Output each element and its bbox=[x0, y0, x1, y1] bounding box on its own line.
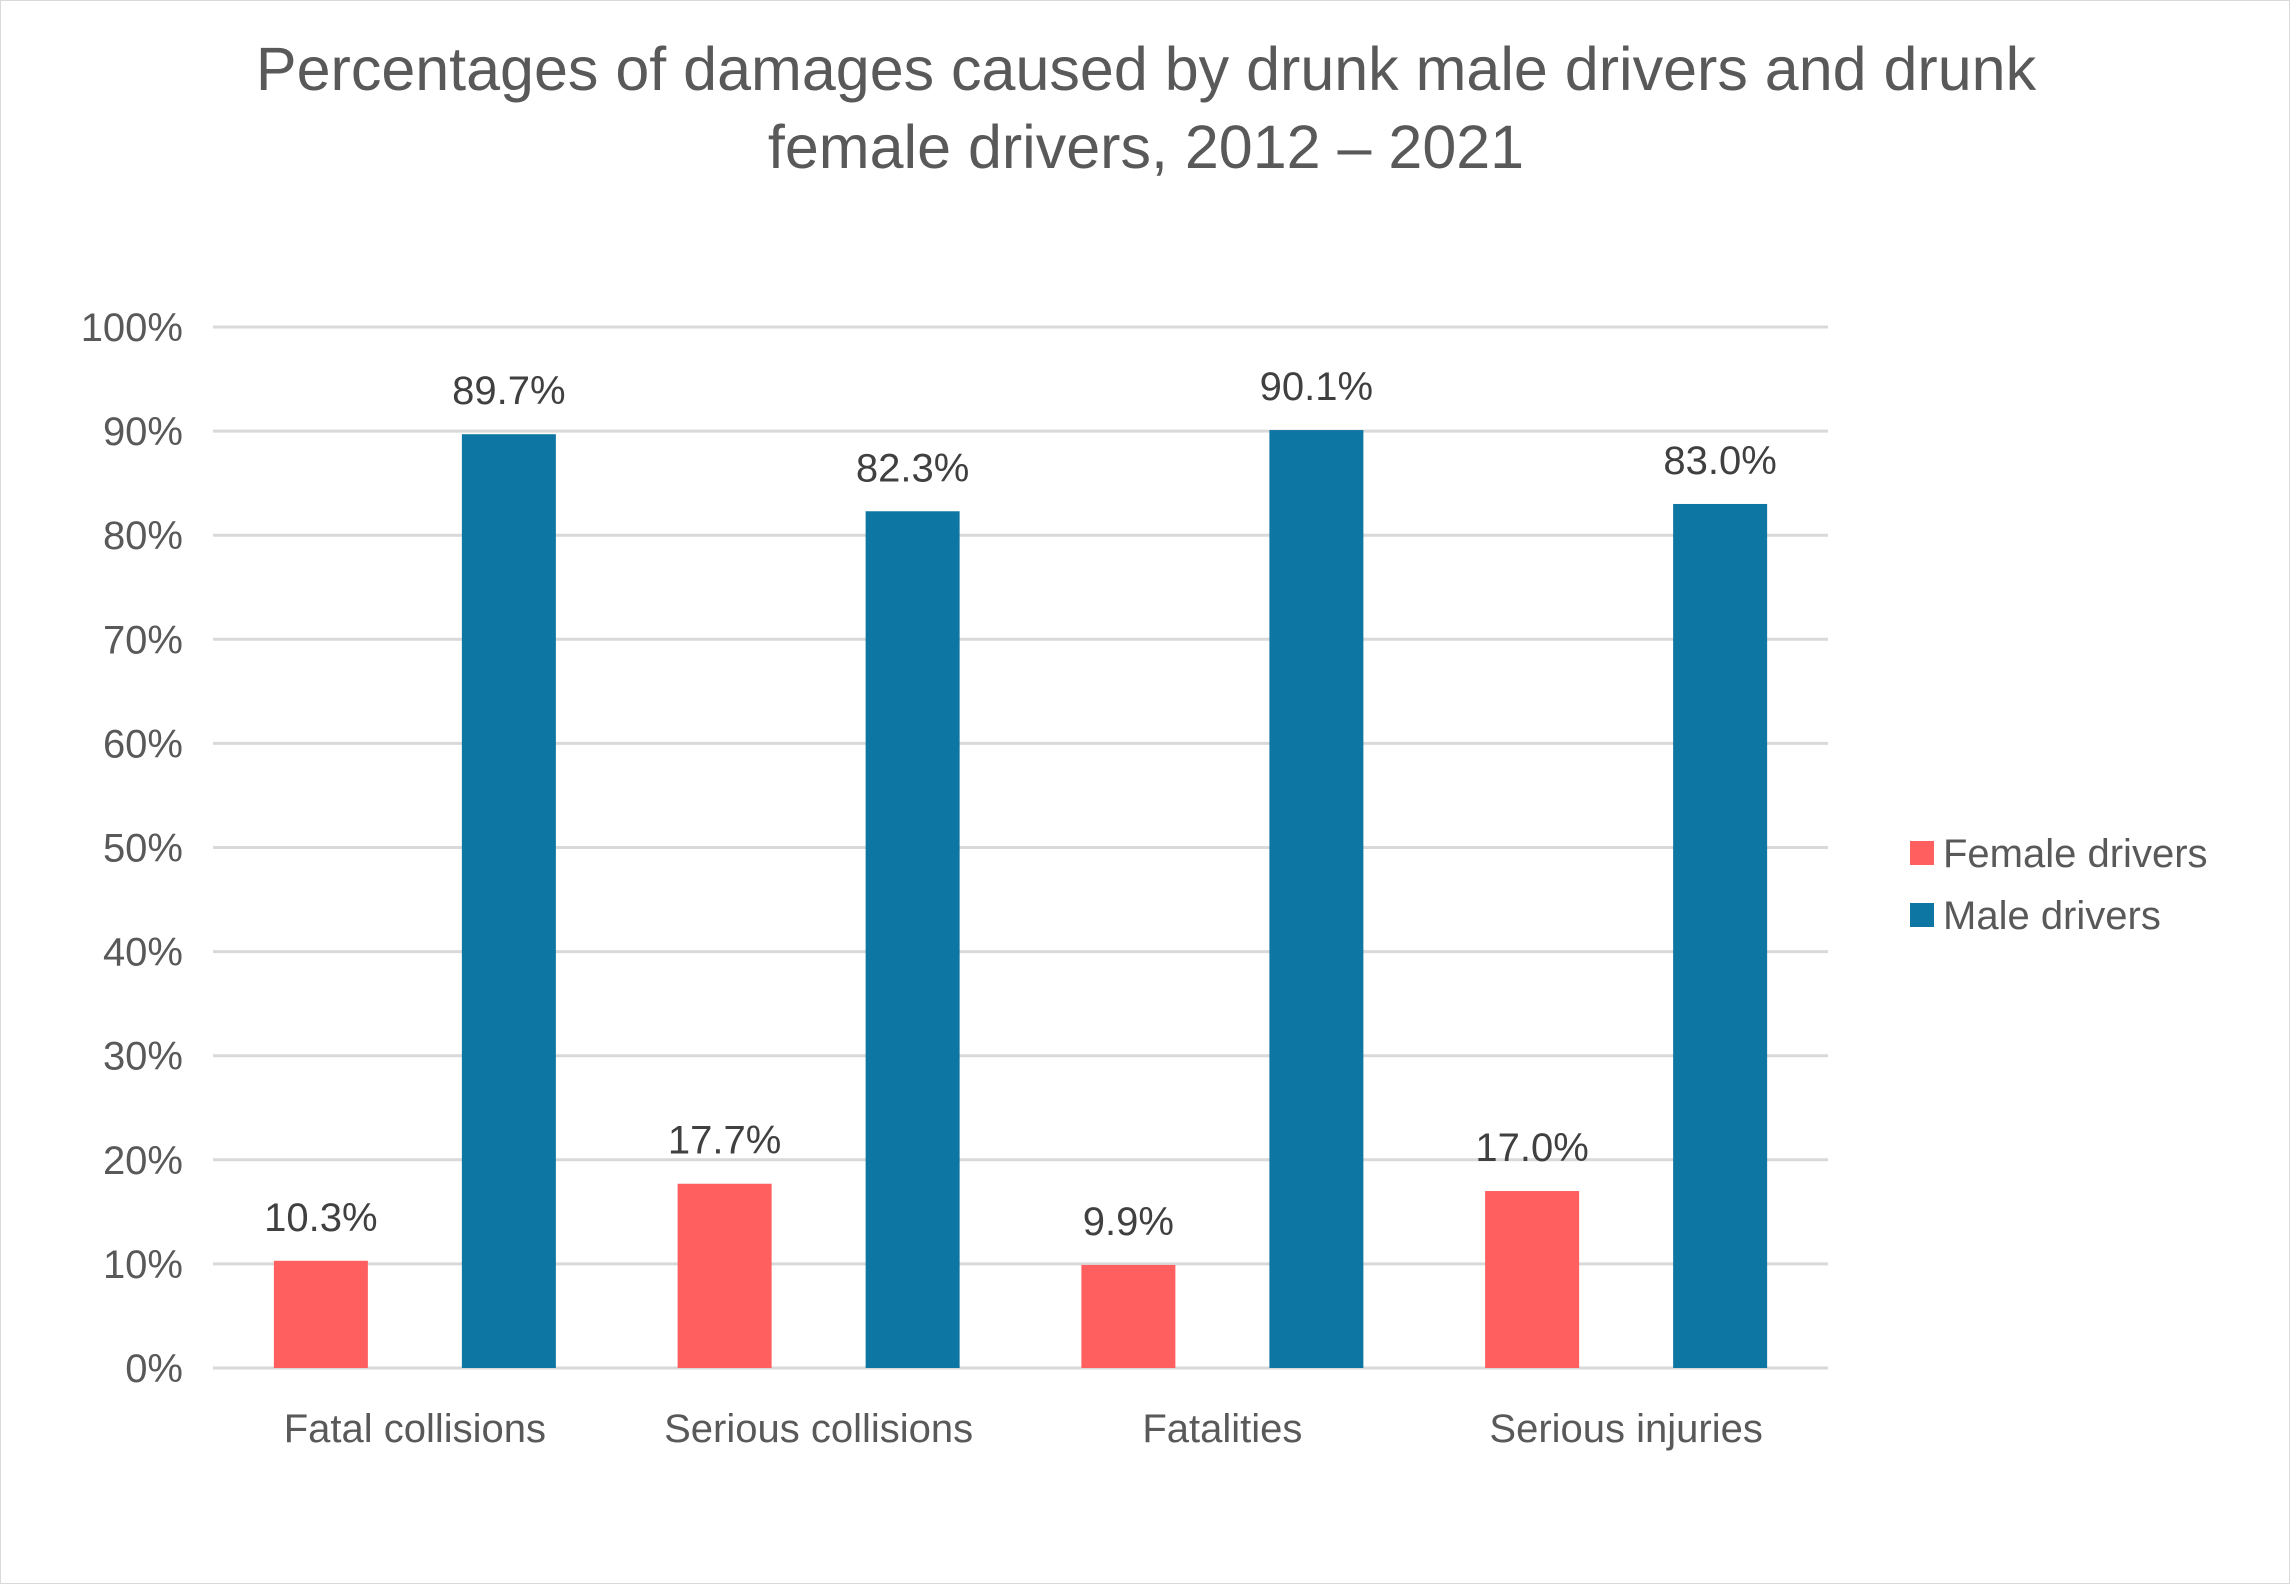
x-category-label: Serious collisions bbox=[664, 1407, 973, 1451]
y-tick-label: 10% bbox=[103, 1243, 183, 1287]
bar-female bbox=[677, 1183, 772, 1368]
gridlines bbox=[213, 325, 1828, 1370]
data-labels: 10.3% 89.7% 17.7% 82.3% 9.9% 90.1% 17.0% 83.0% bbox=[264, 365, 1777, 1244]
y-tick-label: 20% bbox=[103, 1139, 183, 1183]
legend: Female drivers Male drivers bbox=[1910, 832, 2208, 938]
bar-male bbox=[1269, 430, 1364, 1369]
legend-label: Female drivers bbox=[1943, 832, 2208, 876]
y-axis-ticks: 0% 10% 20% 30% 40% 50% 60% 70% 80% 90% 100% bbox=[81, 306, 183, 1391]
bar-female bbox=[273, 1260, 368, 1368]
data-label: 89.7% bbox=[452, 369, 565, 413]
y-tick-label: 0% bbox=[125, 1347, 183, 1391]
legend-swatch bbox=[1910, 903, 1934, 927]
data-label: 9.9% bbox=[1083, 1200, 1174, 1244]
data-label: 17.7% bbox=[668, 1119, 781, 1163]
x-axis-categories: Fatal collisions Serious collisions Fatali… bbox=[284, 1407, 1763, 1451]
y-tick-label: 50% bbox=[103, 827, 183, 871]
data-label: 10.3% bbox=[264, 1196, 377, 1240]
y-tick-label: 40% bbox=[103, 931, 183, 975]
bar-female bbox=[1485, 1191, 1580, 1368]
bar-male bbox=[865, 511, 960, 1369]
legend-swatch bbox=[1910, 841, 1934, 865]
bars bbox=[273, 430, 1768, 1369]
x-category-label: Fatal collisions bbox=[284, 1407, 546, 1451]
data-label: 17.0% bbox=[1475, 1126, 1588, 1170]
x-category-label: Serious injuries bbox=[1489, 1407, 1762, 1451]
y-tick-label: 90% bbox=[103, 410, 183, 454]
bar-male bbox=[461, 434, 556, 1368]
y-tick-label: 70% bbox=[103, 618, 183, 662]
y-tick-label: 60% bbox=[103, 722, 183, 766]
bar-male bbox=[1673, 503, 1768, 1369]
y-tick-label: 30% bbox=[103, 1035, 183, 1079]
bar-female bbox=[1081, 1264, 1176, 1368]
chart-title-line-2: female drivers, 2012 – 2021 bbox=[767, 113, 1525, 181]
chart-title: Percentages of damages caused by drunk m… bbox=[0, 30, 2292, 186]
chart-title-line-1: Percentages of damages caused by drunk m… bbox=[255, 35, 2037, 103]
y-tick-label: 80% bbox=[103, 514, 183, 558]
data-label: 83.0% bbox=[1663, 439, 1776, 483]
legend-label: Male drivers bbox=[1943, 894, 2161, 938]
data-label: 82.3% bbox=[856, 446, 969, 490]
data-label: 90.1% bbox=[1260, 365, 1373, 409]
y-tick-label: 100% bbox=[81, 306, 183, 350]
x-category-label: Fatalities bbox=[1142, 1407, 1302, 1451]
